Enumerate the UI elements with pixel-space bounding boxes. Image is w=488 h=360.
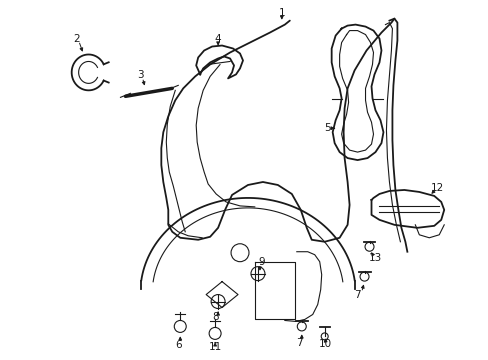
Text: 11: 11 [208, 342, 221, 352]
Text: 2: 2 [73, 33, 80, 44]
Text: 7: 7 [296, 338, 303, 348]
Text: 13: 13 [368, 253, 381, 263]
Text: 1: 1 [278, 8, 285, 18]
Text: 5: 5 [324, 123, 330, 133]
Text: 7: 7 [353, 289, 360, 300]
Text: 8: 8 [211, 312, 218, 323]
Text: 3: 3 [137, 71, 143, 80]
Text: 6: 6 [175, 340, 181, 350]
Text: 12: 12 [430, 183, 443, 193]
Text: 10: 10 [319, 339, 331, 349]
Text: 4: 4 [214, 33, 221, 44]
Text: 9: 9 [258, 257, 264, 267]
